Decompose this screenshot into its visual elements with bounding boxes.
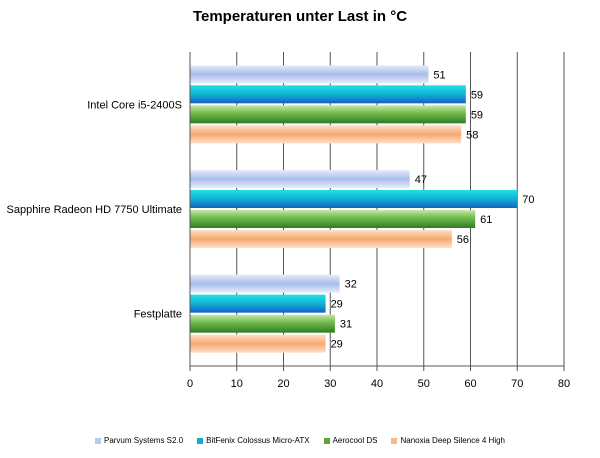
x-tick-label: 10 — [231, 378, 243, 390]
grid-lines — [236, 52, 565, 366]
bar — [190, 85, 466, 104]
data-label: 59 — [471, 89, 483, 101]
category-label: Intel Core i5-2400S — [87, 99, 182, 111]
bar — [190, 274, 340, 293]
bar — [190, 334, 326, 353]
legend-swatch — [94, 438, 101, 445]
category-label: Festplatte — [134, 309, 182, 321]
legend-swatch — [323, 438, 330, 445]
data-label: 32 — [345, 279, 357, 291]
legend-label: BitFenix Colossus Micro-ATX — [206, 436, 310, 446]
axes: Intel Core i5-2400S Sapphire Radeon HD 77… — [7, 52, 570, 390]
chart-title: Temperaturen unter Last in °C — [192, 8, 408, 25]
legend-swatch — [197, 438, 204, 445]
bar — [190, 105, 466, 124]
data-label: 29 — [331, 339, 343, 351]
x-tick-label: 20 — [277, 378, 289, 390]
data-label: 70 — [522, 194, 534, 206]
data-label: 61 — [480, 214, 492, 226]
x-tick-label: 80 — [558, 378, 570, 390]
legend: Parvum Systems S2.0 BitFenix Colossus Mic… — [0, 436, 600, 445]
legend-label: Parvum Systems S2.0 — [103, 436, 184, 446]
bar — [190, 125, 462, 144]
bar — [190, 65, 429, 84]
x-tick-label: 70 — [511, 378, 523, 390]
legend-item: BitFenix Colossus Micro-ATX — [197, 436, 310, 446]
data-label: 47 — [415, 174, 427, 186]
x-tick-label: 30 — [324, 378, 336, 390]
bar — [190, 294, 326, 313]
x-tick-label: 0 — [187, 378, 193, 390]
legend-label: Aerocool DS — [332, 436, 378, 446]
data-label: 51 — [433, 69, 445, 81]
bar — [190, 314, 335, 333]
category-label: Sapphire Radeon HD 7750 Ultimate — [7, 204, 183, 216]
data-label: 31 — [340, 319, 352, 331]
legend-label: Nanoxia Deep Silence 4 High — [400, 436, 505, 446]
bar — [190, 210, 476, 228]
x-tick-label: 50 — [418, 378, 430, 390]
legend-item: Aerocool DS — [323, 436, 378, 446]
data-label: 56 — [457, 234, 469, 246]
data-label: 58 — [466, 129, 478, 141]
x-tick-label: 40 — [371, 378, 383, 390]
data-label: 59 — [471, 109, 483, 121]
bar — [190, 230, 452, 248]
legend-item: Parvum Systems S2.0 — [94, 436, 184, 446]
bar — [190, 170, 410, 188]
legend-swatch — [391, 438, 398, 445]
data-label: 29 — [331, 299, 343, 311]
x-tick-label: 60 — [464, 378, 476, 390]
bar — [190, 190, 518, 208]
legend-item: Nanoxia Deep Silence 4 High — [391, 436, 505, 445]
